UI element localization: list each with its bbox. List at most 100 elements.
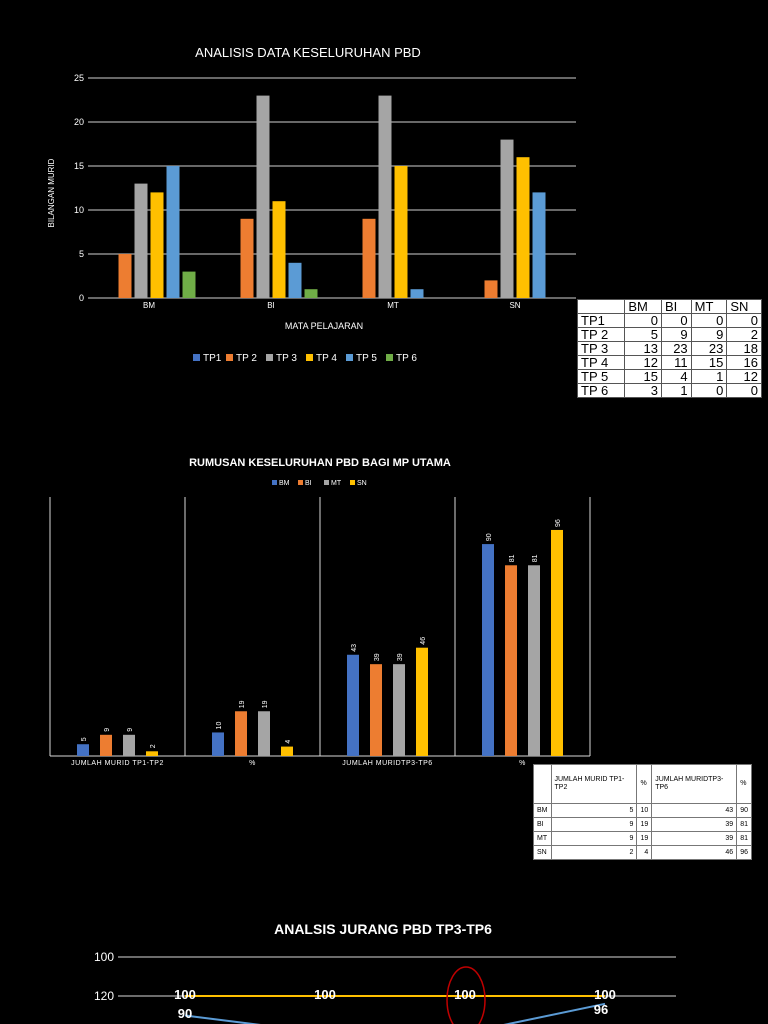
bar-sn-0 <box>146 751 158 756</box>
table-row: BI 9 19 39 81 <box>533 817 752 832</box>
table-cell: 81 <box>736 831 752 846</box>
table-cell: 10 <box>636 803 653 818</box>
y-tick-label: 100 <box>94 950 114 964</box>
table-row: BM 5 10 43 90 <box>533 803 752 818</box>
table-cell: MT <box>690 299 728 314</box>
bar-mt-2 <box>393 664 405 756</box>
table-cell: 0 <box>690 313 728 328</box>
bar-tp3-mt <box>378 95 392 298</box>
table-cell: TP 2 <box>576 327 626 342</box>
x-axis-label: MATA PELAJARAN <box>285 321 363 331</box>
legend-label: TP 4 <box>316 353 337 364</box>
data-label: 39 <box>397 653 404 661</box>
data-label: 81 <box>532 554 539 562</box>
table-cell <box>576 299 626 314</box>
bar-bm-0 <box>77 744 89 756</box>
table-cell: 5 <box>624 327 662 342</box>
legend-label: MT <box>331 480 342 487</box>
x-tick-label: SN <box>509 301 520 310</box>
legend-swatch <box>350 480 355 485</box>
table-cell: BI <box>660 299 692 314</box>
legend-swatch <box>226 354 233 361</box>
legend-swatch <box>324 480 329 485</box>
data-label: 39 <box>374 653 381 661</box>
target-label: 100 <box>454 987 476 1002</box>
table-cell: 12 <box>726 369 762 384</box>
table-cell: 0 <box>624 313 662 328</box>
legend-swatch <box>306 354 313 361</box>
table-cell: 15 <box>690 355 728 370</box>
value-label: 96 <box>594 1002 608 1017</box>
table-cell: 13 <box>624 341 662 356</box>
value-label: 90 <box>178 1006 192 1021</box>
data-label: 4 <box>285 740 292 744</box>
series-line-1 <box>184 1002 606 1024</box>
target-label: 100 <box>314 987 336 1002</box>
table-cell: 39 <box>651 817 738 832</box>
bar-tp4-sn <box>516 157 530 298</box>
table-cell: % <box>736 764 752 804</box>
table-cell <box>533 764 552 804</box>
table-cell: 39 <box>651 831 738 846</box>
y-axis-label: BILANGAN MURID <box>47 158 56 227</box>
chart-title: RUMUSAN KESELURUHAN PBD BAGI MP UTAMA <box>189 457 451 469</box>
table-cell: 96 <box>736 845 752 860</box>
legend-label: BM <box>279 480 290 487</box>
x-tick-label: JUMLAH MURID TP1-TP2 <box>71 760 164 767</box>
y-tick-label: 10 <box>74 205 84 215</box>
table-cell: 9 <box>660 327 692 342</box>
y-tick-label: 5 <box>79 249 84 259</box>
bar-tp4-bi <box>272 201 286 298</box>
legend-swatch <box>272 480 277 485</box>
table-cell: SN <box>726 299 762 314</box>
x-tick-label: BI <box>267 301 275 310</box>
bar-sn-1 <box>281 746 293 756</box>
data-label: 96 <box>555 519 562 527</box>
table-header-row: BM BI MT SN <box>576 299 762 314</box>
bar-tp3-bi <box>256 95 270 298</box>
bar-mt-1 <box>258 711 270 756</box>
data-label: 5 <box>81 737 88 741</box>
target-label: 100 <box>594 987 616 1002</box>
table-cell: 0 <box>726 383 762 398</box>
x-tick-label: % <box>249 760 256 767</box>
bar-tp4-bm <box>150 192 164 298</box>
table-cell: 18 <box>726 341 762 356</box>
data-label: 9 <box>127 728 134 732</box>
data-label: 19 <box>262 700 269 708</box>
table-cell: TP 3 <box>576 341 626 356</box>
legend-label: BI <box>305 480 312 487</box>
table-cell: TP1 <box>576 313 626 328</box>
bar-sn-2 <box>416 647 428 756</box>
table-cell: 15 <box>624 369 662 384</box>
table-cell: 9 <box>690 327 728 342</box>
data-label: 46 <box>420 637 427 645</box>
chart-title: ANALSIS JURANG PBD TP3-TP6 <box>274 921 492 937</box>
table-cell: 81 <box>736 817 752 832</box>
data-label: 2 <box>150 744 157 748</box>
legend-label: TP1 <box>203 353 222 364</box>
bar-mt-3 <box>528 565 540 756</box>
bar-tp3-bm <box>134 183 148 298</box>
table-cell: 16 <box>726 355 762 370</box>
legend-swatch <box>266 354 273 361</box>
table-cell: 0 <box>660 313 692 328</box>
table-cell: TP 4 <box>576 355 626 370</box>
x-tick-label: JUMLAH MURIDTP3-TP6 <box>342 760 432 767</box>
bar-mt-0 <box>123 734 135 756</box>
table-cell: MT <box>533 831 552 846</box>
data-label: 90 <box>486 533 493 541</box>
table-cell: 2 <box>726 327 762 342</box>
legend-label: SN <box>357 480 367 487</box>
bar-tp5-mt <box>410 289 424 298</box>
bar-tp5-sn <box>532 192 546 298</box>
data-table-summary: JUMLAH MURID TP1-TP2% JUMLAH MURIDTP3-TP6… <box>533 764 752 860</box>
table-cell: 3 <box>624 383 662 398</box>
table-cell: BM <box>624 299 662 314</box>
table-cell: 11 <box>660 355 692 370</box>
legend-label: TP 6 <box>396 353 417 364</box>
bar-bi-2 <box>370 664 382 756</box>
